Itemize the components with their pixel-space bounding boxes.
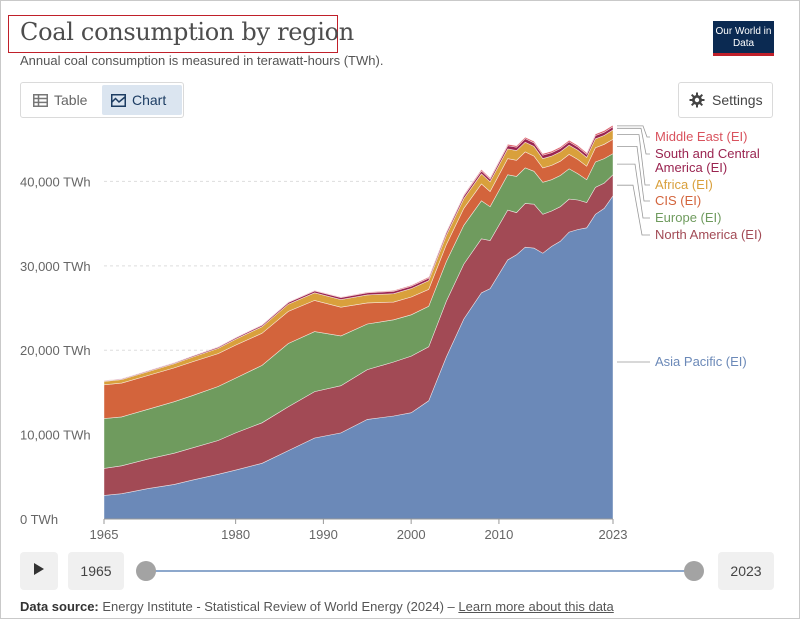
source-text: Energy Institute - Statistical Review of…: [102, 599, 444, 614]
chart-title: Coal consumption by region: [20, 18, 354, 46]
area-series: [103, 124, 614, 382]
play-button[interactable]: [20, 552, 58, 590]
source-label: Data source:: [20, 599, 99, 614]
legend-connector: [617, 184, 650, 236]
x-tick-label: 2010: [484, 527, 513, 542]
table-icon: [33, 93, 48, 107]
legend-label: Asia Pacific (EI): [655, 354, 747, 369]
end-year-box[interactable]: 2023: [718, 552, 774, 590]
x-tick-label: 2023: [599, 527, 628, 542]
timeline-track[interactable]: [146, 570, 694, 572]
tab-chart[interactable]: Chart: [102, 85, 182, 115]
owid-logo[interactable]: Our World in Data: [713, 21, 774, 56]
timeline-end-handle[interactable]: [684, 561, 704, 581]
gear-icon: [689, 92, 705, 108]
area-chart: 0 TWh 10,000 TWh 20,000 TWh 30,000 TWh 40,00…: [20, 124, 762, 542]
y-tick-label: 0 TWh: [20, 512, 58, 527]
legend-label: CIS (EI): [655, 193, 701, 208]
x-tick-label: 2000: [397, 527, 426, 542]
start-year-box[interactable]: 1965: [68, 552, 124, 590]
legend-connector: [617, 146, 650, 202]
legend-label: South and Central: [655, 146, 760, 161]
x-tick-label: 1965: [90, 527, 119, 542]
timeline-start-handle[interactable]: [136, 561, 156, 581]
tab-table-label: Table: [54, 92, 88, 108]
tab-table[interactable]: Table: [23, 85, 101, 115]
legend-connector: [617, 163, 650, 219]
legend-connector: [617, 127, 650, 155]
learn-more-link[interactable]: Learn more about this data: [458, 599, 614, 614]
legend-label: Africa (EI): [655, 177, 713, 192]
y-tick-label: 10,000 TWh: [20, 428, 91, 443]
legend-label: America (EI): [655, 160, 727, 175]
x-tick-label: 1980: [221, 527, 250, 542]
data-source-line: Data source: Energy Institute - Statisti…: [20, 599, 614, 614]
legend-label: Europe (EI): [655, 210, 721, 225]
y-tick-label: 30,000 TWh: [20, 259, 91, 274]
title-highlight-box: [8, 15, 338, 53]
chart-subtitle: Annual coal consumption is measured in t…: [20, 53, 384, 68]
settings-label: Settings: [712, 92, 763, 108]
legend-connector: [617, 125, 650, 138]
view-tabs: Table Chart: [20, 82, 184, 118]
play-icon: [33, 562, 45, 581]
tab-chart-label: Chart: [132, 92, 167, 108]
y-tick-label: 20,000 TWh: [20, 343, 91, 358]
settings-button[interactable]: Settings: [678, 82, 773, 118]
y-tick-label: 40,000 TWh: [20, 174, 91, 189]
x-tick-label: 1990: [309, 527, 338, 542]
source-separator: –: [447, 599, 455, 614]
legend-label: North America (EI): [655, 227, 762, 242]
legend-connector: [617, 134, 650, 186]
legend-label: Middle East (EI): [655, 129, 747, 144]
area-chart-icon: [111, 93, 126, 107]
